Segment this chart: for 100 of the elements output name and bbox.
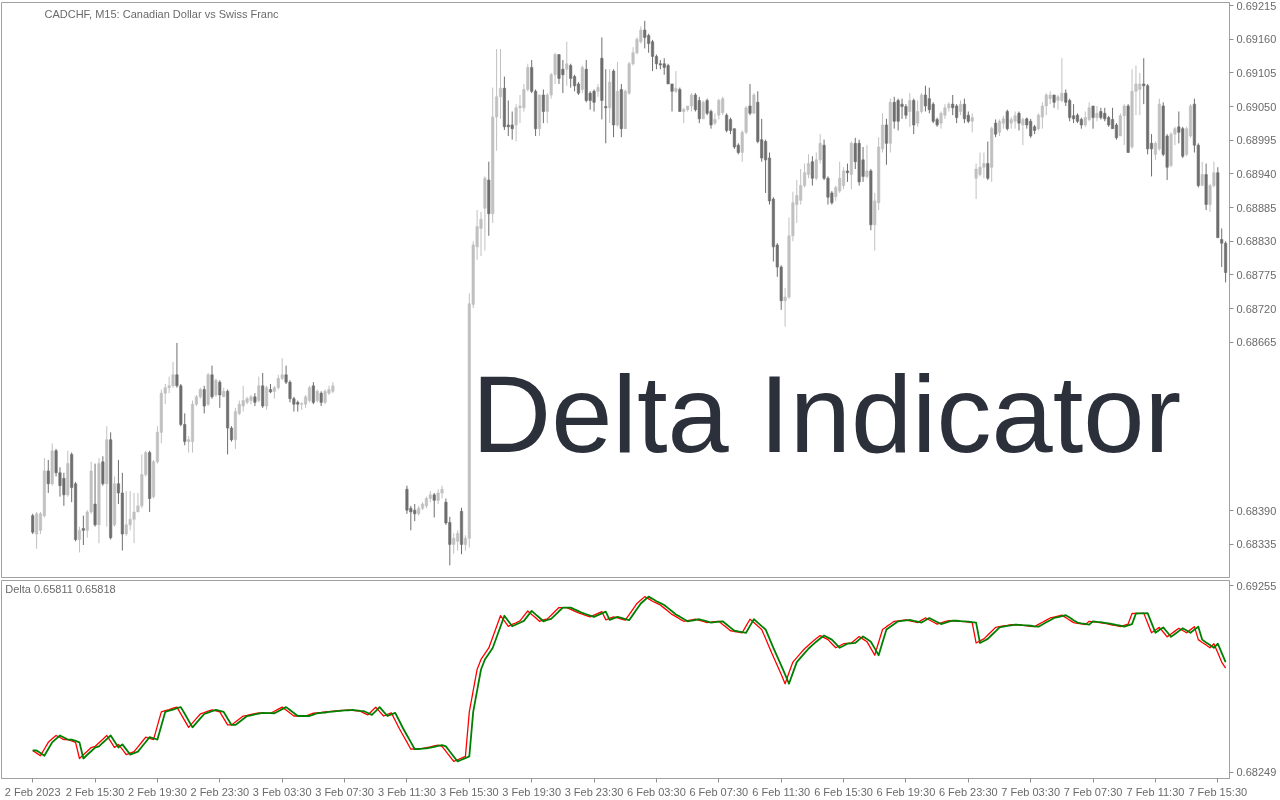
y-tick-label: 0.69255	[1236, 579, 1277, 592]
y-tick-label: 0.68390	[1236, 504, 1277, 517]
candlestick	[810, 155, 814, 187]
candlestick	[81, 515, 85, 546]
y-tick-label: 0.69215	[1236, 0, 1277, 12]
candlestick	[35, 511, 39, 550]
candlestick	[46, 459, 50, 494]
candlestick	[955, 103, 959, 124]
candlestick	[101, 455, 105, 487]
candlestick	[1029, 118, 1033, 139]
candlestick	[1138, 72, 1142, 116]
candlestick	[202, 385, 206, 414]
y-tick-label: 0.68830	[1236, 235, 1277, 248]
candlestick	[748, 83, 752, 116]
candlestick	[1091, 105, 1095, 130]
candlestick	[93, 463, 97, 528]
candlestick	[1021, 117, 1025, 146]
x-tick-label: 3 Feb 19:30	[502, 785, 562, 798]
candlestick	[565, 41, 569, 87]
candlestick	[678, 87, 682, 112]
x-tick-label: 3 Feb 03:30	[252, 785, 312, 798]
y-tick-label: 0.68775	[1236, 269, 1277, 281]
x-tick-label: 7 Feb 15:30	[1188, 785, 1248, 798]
candlestick	[432, 492, 436, 518]
candlestick	[701, 99, 705, 120]
candlestick	[674, 70, 678, 94]
candlestick	[257, 376, 261, 403]
x-tick-label: 2 Feb 19:30	[128, 785, 187, 798]
candlestick	[440, 485, 444, 500]
x-tick-label: 7 Feb 07:30	[1063, 785, 1123, 798]
candlestick	[884, 118, 888, 166]
candlestick	[865, 144, 869, 179]
candlestick	[569, 63, 573, 89]
candlestick	[498, 48, 503, 120]
candlestick	[261, 372, 265, 409]
x-tick-label: 3 Feb 07:30	[315, 785, 374, 798]
candlestick	[900, 98, 904, 120]
x-tick-label: 3 Feb 15:30	[439, 785, 499, 798]
candlestick	[171, 361, 175, 389]
candlestick	[1013, 111, 1017, 130]
candlestick	[799, 168, 803, 206]
candlestick	[647, 33, 651, 54]
x-tick-label: 6 Feb 11:30	[752, 785, 811, 798]
y-tick-label: 0.68940	[1236, 167, 1277, 180]
candlestick	[214, 377, 218, 398]
x-tick-label: 6 Feb 23:30	[938, 785, 998, 798]
candlestick	[752, 92, 756, 114]
x-tick-label: 6 Feb 03:30	[627, 785, 686, 798]
x-tick-label: 6 Feb 19:30	[876, 785, 936, 798]
candlestick	[132, 492, 136, 544]
x-tick-label: 3 Feb 23:30	[564, 785, 624, 798]
candlestick	[253, 392, 257, 407]
x-tick-label: 2 Feb 23:30	[190, 785, 250, 798]
candlestick	[896, 98, 900, 131]
candlestick	[1017, 111, 1021, 131]
candlestick	[986, 141, 990, 181]
x-tick-label: 2 Feb 2023	[4, 785, 61, 798]
candlestick	[456, 529, 460, 552]
candlestick	[845, 163, 849, 183]
y-tick-label: 0.68249	[1236, 766, 1277, 779]
candlestick	[541, 88, 545, 124]
candlestick	[1200, 161, 1204, 187]
y-tick-label: 0.69160	[1236, 33, 1277, 46]
candlestick	[690, 92, 694, 112]
x-tick-label: 3 Feb 11:30	[377, 785, 436, 798]
candlestick	[452, 532, 456, 555]
candlestick	[923, 85, 927, 112]
candlestick	[721, 96, 725, 116]
candlestick	[908, 92, 912, 128]
chart-title: Delta 0.65811 0.65818	[5, 583, 116, 596]
candlestick	[31, 513, 35, 535]
candlestick	[77, 526, 81, 553]
y-tick-label: 0.68995	[1236, 134, 1277, 147]
candlestick	[643, 20, 647, 49]
candlestick	[1095, 105, 1099, 122]
y-tick-label: 0.68720	[1236, 302, 1277, 315]
candlestick	[210, 365, 214, 400]
candlestick	[838, 161, 842, 194]
candlestick	[1122, 103, 1126, 146]
x-tick-label: 2 Feb 15:30	[65, 785, 125, 798]
candlestick	[592, 88, 596, 112]
candlestick	[970, 112, 974, 133]
x-tick-label: 7 Feb 03:30	[1001, 785, 1061, 798]
y-tick-label: 0.68665	[1236, 336, 1277, 349]
text: CADCHF, M15: Canadian Dollar vs Swiss Franc	[44, 8, 280, 21]
x-tick-label: 6 Feb 07:30	[689, 785, 749, 798]
y-tick-label: 0.68335	[1236, 538, 1277, 551]
x-tick-label: 6 Feb 15:30	[814, 785, 873, 798]
candlestick	[596, 83, 600, 98]
candlestick	[580, 65, 584, 94]
candlestick	[218, 379, 222, 409]
y-tick-label: 0.69105	[1236, 66, 1277, 79]
candlestick	[697, 96, 701, 124]
text: Delta Indicator	[471, 352, 1182, 476]
candlestick	[982, 152, 986, 179]
candlestick	[124, 490, 128, 537]
y-tick-label: 0.69050	[1236, 100, 1277, 113]
candlestick	[861, 146, 865, 183]
candlestick	[241, 385, 245, 413]
candlestick	[1005, 109, 1009, 131]
